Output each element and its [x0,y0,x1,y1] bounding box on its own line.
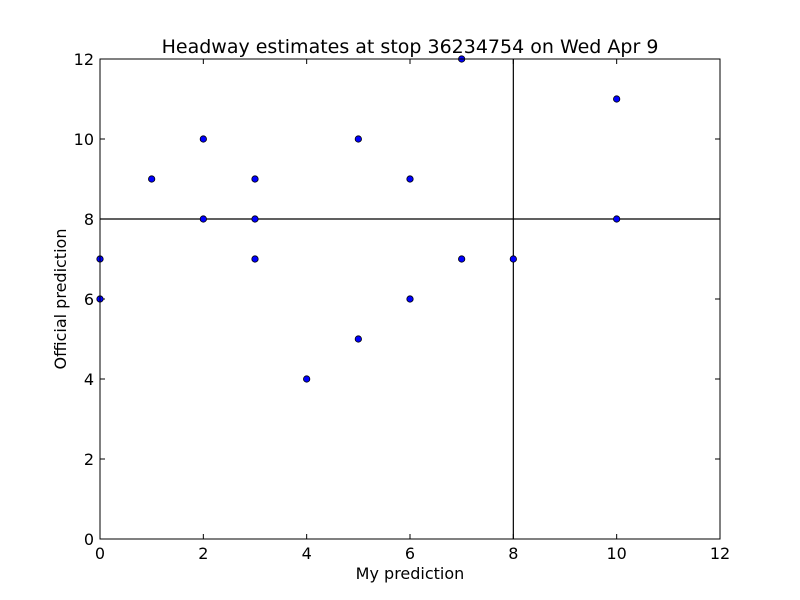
x-tick-label: 6 [405,544,415,563]
x-tick-label: 4 [302,544,312,563]
scatter-point [199,135,207,143]
x-axis-label: My prediction [356,564,465,583]
plot-area: 0 2 4 6 8 10 12 0 2 4 6 8 10 12 [74,50,731,563]
y-tick-label: 4 [84,370,94,389]
scatter-point [148,175,156,183]
scatter-point [251,215,259,223]
scatter-point [613,95,621,103]
scatter-point [509,255,517,263]
x-tick-label: 0 [95,544,105,563]
scatter-point [251,255,259,263]
scatter-point [406,295,414,303]
scatter-point [251,175,259,183]
scatter-point [458,255,466,263]
y-tick-label: 12 [74,50,94,69]
y-axis-label: Official prediction [51,229,70,370]
scatter-point [303,375,311,383]
scatter-point [354,335,362,343]
y-tick-label: 8 [84,210,94,229]
y-tick-label: 6 [84,290,94,309]
plot-frame [99,58,721,540]
scatter-point [354,135,362,143]
y-tick-label: 2 [84,450,94,469]
scatter-point [199,215,207,223]
chart-title: Headway estimates at stop 36234754 on We… [162,36,659,58]
y-tick-label: 0 [84,530,94,549]
x-tick-label: 8 [508,544,518,563]
scatter-point [613,215,621,223]
x-tick-label: 10 [606,544,626,563]
y-tick-label: 10 [74,130,94,149]
x-tick-label: 12 [710,544,730,563]
x-tick-label: 2 [198,544,208,563]
scatter-point [406,175,414,183]
